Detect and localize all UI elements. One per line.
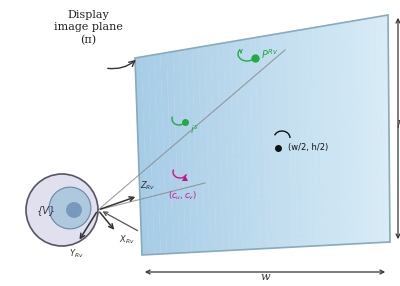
Polygon shape: [139, 136, 389, 170]
Polygon shape: [375, 16, 384, 243]
Text: w: w: [260, 272, 270, 282]
Polygon shape: [139, 151, 389, 183]
Polygon shape: [255, 37, 266, 249]
Polygon shape: [142, 227, 390, 249]
Polygon shape: [140, 174, 390, 202]
Polygon shape: [148, 55, 160, 254]
Polygon shape: [140, 159, 389, 189]
Polygon shape: [167, 51, 179, 253]
Polygon shape: [139, 144, 389, 176]
Polygon shape: [136, 53, 388, 98]
Polygon shape: [280, 32, 291, 247]
Polygon shape: [211, 44, 223, 251]
Polygon shape: [136, 60, 388, 104]
Polygon shape: [262, 35, 272, 249]
Polygon shape: [242, 39, 254, 249]
Polygon shape: [230, 41, 241, 250]
Circle shape: [66, 202, 82, 218]
Circle shape: [26, 174, 98, 246]
Text: (w/2, h/2): (w/2, h/2): [288, 143, 328, 152]
Polygon shape: [287, 31, 297, 247]
Polygon shape: [249, 37, 260, 249]
Text: $X_{Rv}$: $X_{Rv}$: [119, 234, 135, 247]
Polygon shape: [138, 113, 389, 150]
Polygon shape: [137, 76, 389, 117]
Text: $P^{Rv}$: $P^{Rv}$: [261, 47, 278, 61]
Polygon shape: [142, 235, 390, 255]
Polygon shape: [135, 57, 148, 255]
Polygon shape: [135, 15, 388, 65]
Polygon shape: [331, 24, 340, 245]
Polygon shape: [268, 34, 278, 248]
Polygon shape: [382, 15, 390, 242]
Polygon shape: [140, 181, 390, 209]
Polygon shape: [138, 128, 389, 163]
Polygon shape: [204, 45, 216, 251]
Polygon shape: [136, 30, 388, 78]
Polygon shape: [306, 28, 316, 246]
Polygon shape: [236, 40, 247, 250]
Polygon shape: [140, 166, 389, 196]
Polygon shape: [136, 45, 388, 91]
Polygon shape: [293, 30, 303, 247]
Polygon shape: [136, 38, 388, 84]
Polygon shape: [154, 54, 167, 254]
Polygon shape: [141, 204, 390, 229]
Polygon shape: [135, 23, 388, 71]
Polygon shape: [137, 68, 388, 110]
Polygon shape: [337, 23, 346, 245]
Polygon shape: [141, 56, 154, 255]
Polygon shape: [179, 49, 192, 253]
Polygon shape: [138, 106, 389, 143]
Text: $i^{s}$: $i^{s}$: [190, 124, 199, 136]
Polygon shape: [141, 219, 390, 242]
Polygon shape: [186, 48, 198, 253]
Text: {V}: {V}: [36, 205, 56, 215]
Polygon shape: [274, 33, 285, 248]
Polygon shape: [173, 50, 186, 253]
Polygon shape: [137, 91, 389, 130]
Text: $Z_{Rv}$: $Z_{Rv}$: [140, 180, 156, 192]
Text: $(c_u, c_v)$: $(c_u, c_v)$: [168, 190, 198, 202]
Polygon shape: [141, 196, 390, 222]
Polygon shape: [141, 212, 390, 235]
Polygon shape: [369, 17, 378, 243]
Polygon shape: [224, 42, 235, 251]
Polygon shape: [192, 47, 204, 252]
Text: h: h: [396, 120, 400, 130]
Polygon shape: [312, 27, 322, 246]
Text: $Y_{Rv}$: $Y_{Rv}$: [69, 247, 83, 259]
Polygon shape: [350, 20, 359, 244]
Polygon shape: [138, 121, 389, 156]
Polygon shape: [344, 21, 353, 244]
Polygon shape: [363, 18, 371, 243]
Polygon shape: [217, 43, 229, 251]
Polygon shape: [137, 83, 389, 124]
Polygon shape: [198, 46, 210, 252]
Polygon shape: [300, 29, 310, 247]
Polygon shape: [140, 189, 390, 216]
Polygon shape: [356, 19, 365, 244]
Circle shape: [49, 187, 91, 229]
Polygon shape: [325, 25, 334, 245]
Text: Display
image plane
(π): Display image plane (π): [54, 10, 122, 45]
Polygon shape: [138, 98, 389, 137]
Polygon shape: [318, 26, 328, 246]
Polygon shape: [160, 53, 173, 254]
